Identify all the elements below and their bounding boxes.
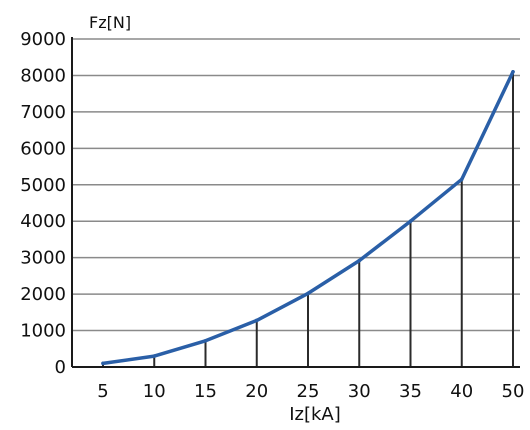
data-point [511,70,515,74]
gridlines [72,38,520,368]
y-axis-label: Fz[N] [89,13,131,32]
y-tick-label: 7000 [20,102,66,123]
series-group [101,70,515,366]
x-tick-label: 50 [502,381,525,402]
drop-lines [102,71,514,367]
x-tick-label: 5 [97,381,108,402]
data-point [459,177,464,182]
x-tick-label: 35 [399,381,422,402]
y-tick-label: 0 [55,357,66,378]
x-tick-labels: 5 10 15 20 25 30 35 40 50 [97,381,524,402]
y-tick-label: 4000 [20,211,66,232]
y-tick-label: 1000 [20,321,66,342]
x-axis-label: Iz[kA] [289,404,341,425]
x-tick-label: 25 [297,381,320,402]
data-point [306,291,310,296]
y-tick-label: 9000 [20,29,66,50]
data-point [254,318,259,323]
y-tick-label: 6000 [20,138,66,159]
x-tick-label: 20 [245,381,268,402]
x-tick-label: 15 [194,381,217,402]
data-point [101,361,105,366]
data-point [408,219,413,224]
y-tick-label: 8000 [20,65,66,86]
x-tick-label: 30 [348,381,371,402]
data-point [203,338,208,343]
y-tick-label: 3000 [20,248,66,269]
axes [71,37,520,368]
y-tick-label: 5000 [20,175,66,196]
data-point [357,258,362,263]
x-tick-label: 40 [450,381,473,402]
y-tick-label: 2000 [20,284,66,305]
y-tick-labels: 0 1000 2000 3000 4000 5000 6000 7000 8000 9000 [20,29,66,378]
data-point [152,354,157,358]
x-tick-label: 10 [143,381,166,402]
